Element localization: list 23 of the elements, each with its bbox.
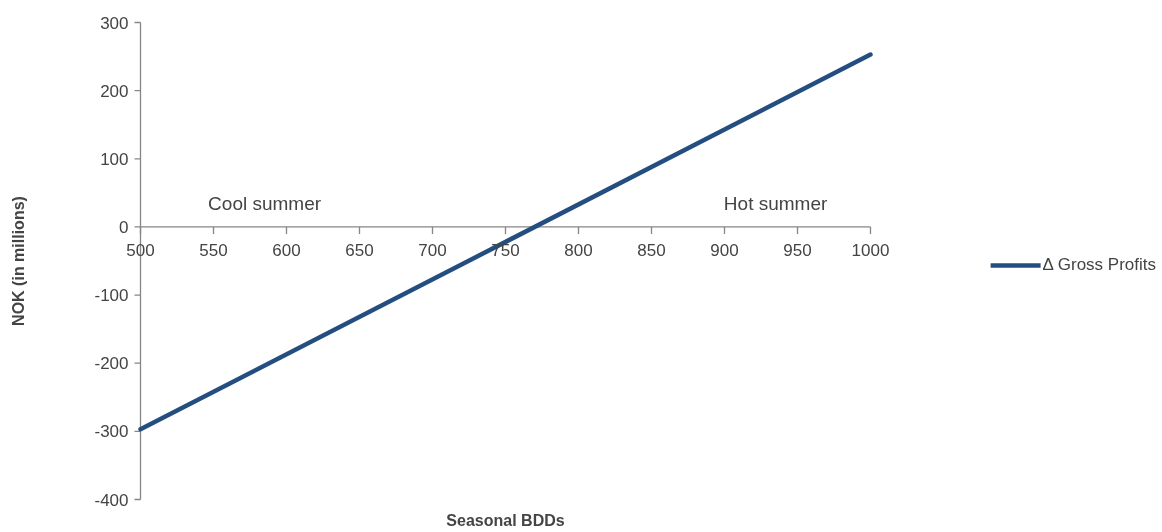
x-tick-label: 750 [491,240,520,260]
x-tick-label: 650 [345,240,374,260]
y-tick-label: 200 [100,81,129,101]
y-axis-title: NOK (in millions) [10,196,27,326]
annotation: Hot summer [723,192,828,214]
x-axis-title: Seasonal BDDs [446,511,565,529]
y-tick-label: -200 [94,354,129,374]
x-tick-label: 850 [637,240,666,260]
y-tick-label: -100 [94,286,129,306]
y-tick-label: -300 [94,422,129,442]
annotation: Cool summer [208,192,322,214]
y-tick-label: 100 [100,149,129,169]
x-tick-label: 900 [710,240,739,260]
x-tick-label: 950 [783,240,812,260]
x-tick-label: 1000 [851,240,890,260]
y-tick-label: -400 [94,490,129,510]
x-tick-label: 700 [418,240,447,260]
y-tick-label: 0 [119,217,129,237]
x-tick-label: 800 [564,240,593,260]
x-tick-label: 600 [272,240,301,260]
y-tick-label: 300 [100,13,129,33]
x-tick-label: 550 [199,240,228,260]
legend-label: Δ Gross Profits [1042,255,1156,275]
